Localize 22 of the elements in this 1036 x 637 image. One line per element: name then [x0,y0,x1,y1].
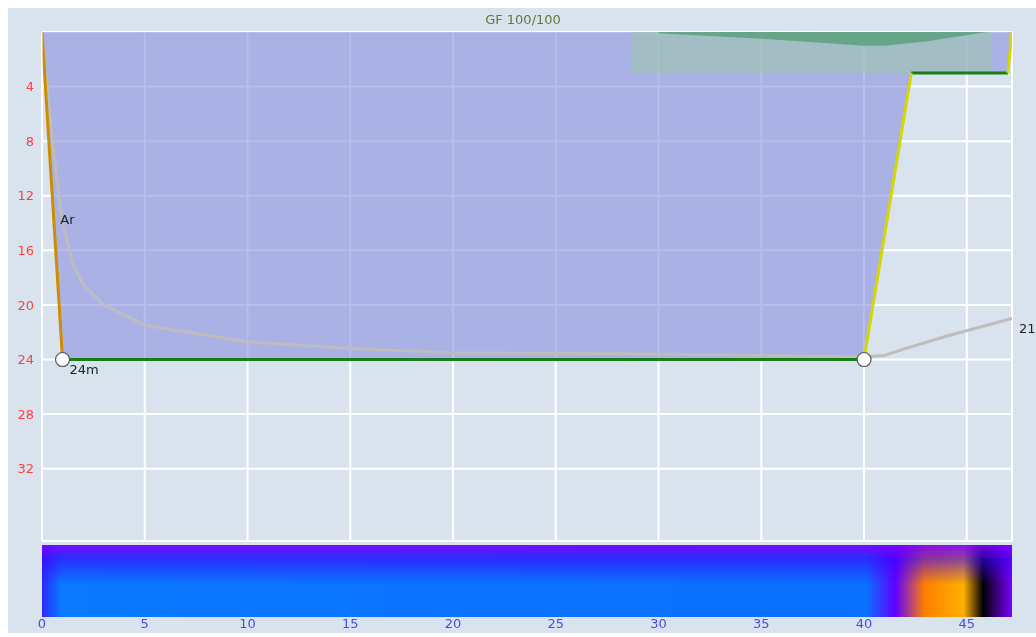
chart-title: GF 100/100 [484,12,562,27]
y-tick-label: 16 [17,242,34,258]
annotation: Ar [60,212,76,228]
x-tick-label: 45 [958,616,976,632]
x-tick-label: 0 [37,616,47,632]
x-tick-label: 25 [547,616,565,632]
y-tick-label: 12 [17,188,34,204]
annotation: 21 [1019,321,1036,337]
y-tick-label: 24 [17,352,34,368]
annotation: 24m [69,362,99,378]
x-tick-label: 10 [239,616,256,632]
x-tick-label: 20 [444,616,462,632]
x-tick-label: 5 [140,616,149,632]
x-tick-label: 35 [753,616,770,632]
y-tick-label: 32 [17,461,34,477]
x-tick-label: 15 [341,616,359,632]
x-tick-label: 40 [855,616,873,632]
y-tick-label: 20 [17,297,34,313]
y-tick-label: 28 [17,406,34,422]
x-tick-label: 30 [650,616,667,632]
y-tick-label: 4 [25,79,34,95]
y-tick-label: 8 [25,133,34,149]
